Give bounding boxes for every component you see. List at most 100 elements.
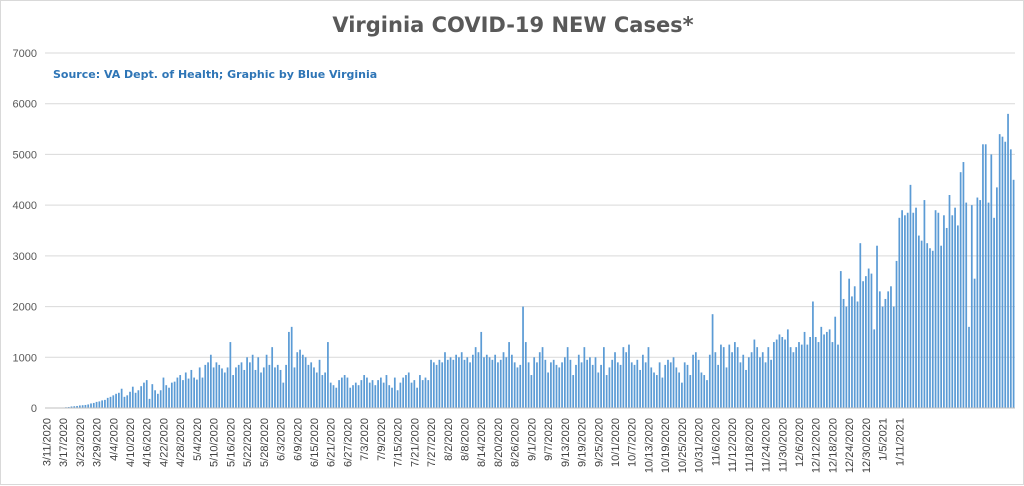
bar [781, 337, 783, 408]
bar [199, 367, 201, 408]
bar [656, 375, 658, 408]
bar [675, 367, 677, 408]
bar [742, 355, 744, 408]
bar [609, 367, 611, 408]
x-tick-label: 4/10/2020 [125, 418, 137, 467]
bar [639, 370, 641, 408]
y-tick-label: 4000 [13, 200, 37, 212]
bar [832, 342, 834, 408]
bar [531, 375, 533, 408]
bar [238, 365, 240, 408]
bar [386, 375, 388, 408]
bar [366, 378, 368, 408]
bar [937, 213, 939, 408]
bar [751, 352, 753, 408]
bar [427, 380, 429, 408]
bar [924, 200, 926, 408]
bar [168, 388, 170, 408]
bar [793, 352, 795, 408]
bar [787, 329, 789, 408]
bar [263, 367, 265, 408]
bar [734, 342, 736, 408]
bar [101, 400, 103, 408]
bar [564, 357, 566, 408]
x-tick-label: 9/13/2020 [560, 418, 572, 467]
x-tick-label: 1/11/2021 [894, 418, 906, 466]
bar [190, 370, 192, 408]
bar [333, 385, 335, 408]
bar [288, 332, 290, 408]
bar [500, 360, 502, 408]
bar [280, 370, 282, 408]
bar [271, 347, 273, 408]
bar [313, 367, 315, 408]
bar [330, 383, 332, 408]
x-tick-label: 3/17/2020 [58, 418, 70, 467]
bar [854, 286, 856, 408]
bar [957, 225, 959, 408]
bar [703, 375, 705, 408]
bar [107, 398, 109, 408]
bar [405, 375, 407, 408]
bar [592, 365, 594, 408]
bar [285, 365, 287, 408]
bar [770, 360, 772, 408]
x-tick-label: 6/3/2020 [276, 418, 288, 461]
bar [829, 329, 831, 408]
bar [213, 367, 215, 408]
y-tick-label: 2000 [13, 302, 37, 314]
x-tick-label: 3/23/2020 [75, 418, 87, 467]
bar [522, 307, 524, 408]
bar [221, 368, 223, 408]
bar [110, 397, 112, 408]
bar [642, 355, 644, 408]
bar [893, 307, 895, 408]
bar [550, 362, 552, 408]
bar [625, 352, 627, 408]
bar [882, 307, 884, 408]
bar [659, 362, 661, 408]
bar [310, 362, 312, 408]
bar [912, 213, 914, 408]
bar [664, 365, 666, 408]
bar [305, 357, 307, 408]
bar [475, 347, 477, 408]
y-tick-label: 3000 [13, 251, 37, 263]
bar [274, 367, 276, 408]
bar [461, 352, 463, 408]
bar [115, 394, 117, 408]
bar [645, 362, 647, 408]
y-tick-label: 5000 [13, 149, 37, 161]
bar [985, 144, 987, 408]
bar [444, 352, 446, 408]
bar [745, 370, 747, 408]
bar [319, 360, 321, 408]
bar [876, 246, 878, 408]
bar [394, 378, 396, 408]
bar [514, 362, 516, 408]
x-tick-label: 3/29/2020 [92, 418, 104, 467]
bar [196, 380, 198, 408]
bar [940, 246, 942, 408]
bar [160, 390, 162, 408]
x-tick-label: 5/22/2020 [242, 418, 254, 467]
bar [302, 355, 304, 408]
bar [795, 347, 797, 408]
x-tick-label: 10/31/2020 [694, 418, 706, 473]
bar [455, 355, 457, 408]
bar [358, 385, 360, 408]
bar [614, 352, 616, 408]
bar [430, 360, 432, 408]
bar [93, 403, 95, 408]
bar [737, 347, 739, 408]
bar [673, 357, 675, 408]
bar [533, 357, 535, 408]
bar [979, 200, 981, 408]
bar [179, 375, 181, 408]
bar [544, 360, 546, 408]
bar [363, 375, 365, 408]
bar [422, 380, 424, 408]
bar [801, 345, 803, 408]
bar [149, 399, 151, 408]
x-tick-label: 6/21/2020 [326, 418, 338, 467]
